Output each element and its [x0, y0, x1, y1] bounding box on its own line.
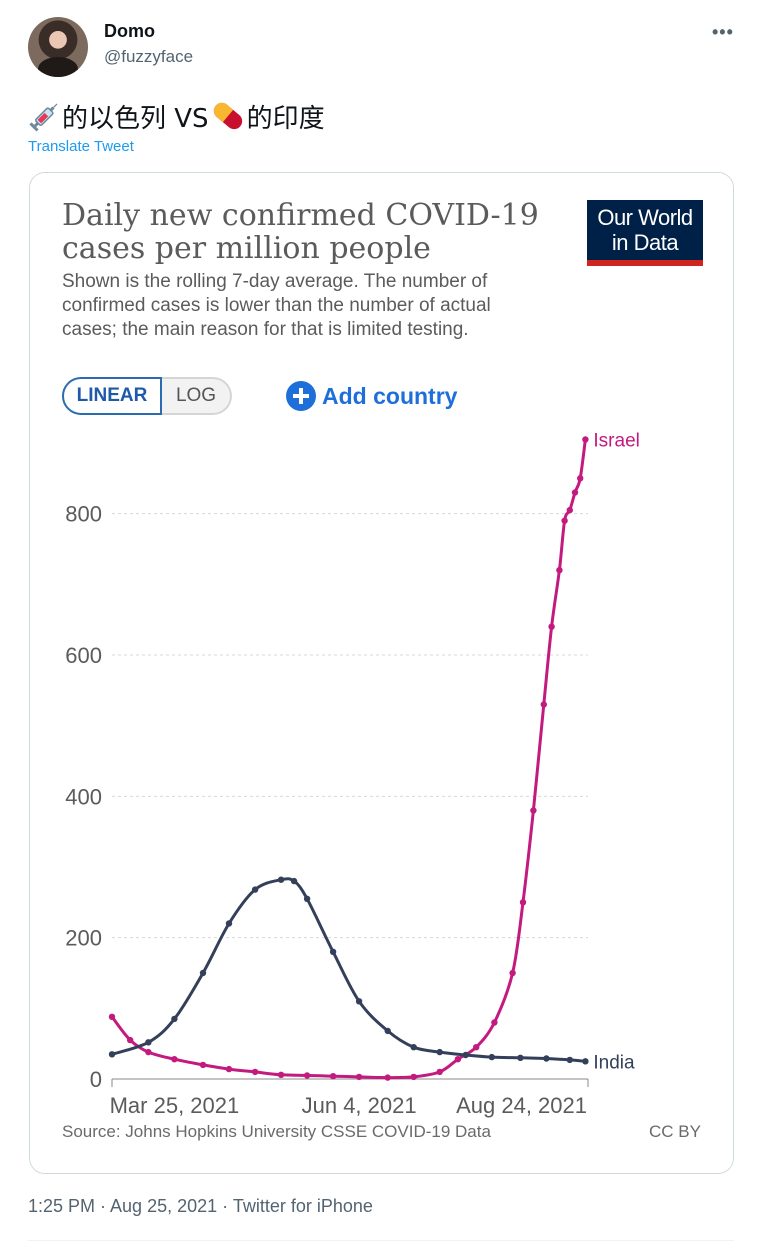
chart-axes: 0 200 400 600 800 Mar 25, 2021 Jun 4, 2021 Aug …	[65, 502, 589, 1118]
owid-logo-line1: Our World	[597, 205, 693, 230]
israel-data-point	[384, 1074, 391, 1081]
israel-data-point	[530, 807, 537, 814]
pill-icon	[213, 102, 242, 130]
india-data-point	[225, 920, 233, 927]
tweet-text-part2: 的印度	[246, 103, 325, 134]
india-data-point	[566, 1056, 573, 1064]
plus-circle-icon	[286, 381, 316, 411]
india-data-point	[171, 1015, 178, 1023]
india-data-point	[199, 969, 207, 977]
india-data-point	[290, 877, 298, 885]
owid-logo-line2: in Data	[611, 230, 679, 255]
israel-data-point	[436, 1068, 443, 1076]
tweet-text: 的以色列 VS 的印度	[28, 98, 325, 134]
israel-data-point	[491, 1019, 498, 1026]
israel-data-point	[540, 701, 547, 708]
india-data-point	[277, 876, 285, 883]
israel-data-point	[127, 1036, 134, 1044]
israel-data-point	[577, 475, 584, 482]
tweet-time[interactable]: 1:25 PM · Aug 25, 2021	[28, 1196, 218, 1216]
add-country-button[interactable]: Add country	[286, 377, 457, 415]
india-data-point	[517, 1054, 524, 1061]
india-data-point	[355, 998, 363, 1005]
line-chart: 0 200 400 600 800 Mar 25, 2021 Jun 4, 2021 Aug …	[65, 430, 640, 1118]
israel-data-point	[556, 567, 563, 574]
user-name[interactable]: Domo	[104, 21, 155, 41]
israel-data-point	[519, 899, 527, 906]
avatar[interactable]	[28, 17, 88, 77]
israel-data-point	[329, 1073, 337, 1080]
owid-logo: Our World in Data	[587, 200, 703, 266]
tweet-source[interactable]: Twitter for iPhone	[232, 1196, 373, 1216]
chart-source: Source: Johns Hopkins University CSSE CO…	[62, 1122, 491, 1141]
y-tick-label: 0	[90, 1067, 102, 1092]
chart-title: Daily new confirmed COVID-19 cases per m…	[62, 198, 539, 266]
india-data-point	[436, 1048, 443, 1056]
israel-data-point	[571, 489, 579, 496]
tweet-text-part1: 的以色列 VS	[62, 103, 209, 134]
divider	[28, 1240, 734, 1241]
israel-data-point	[473, 1044, 480, 1051]
india-data-point	[145, 1039, 152, 1046]
israel-data-point	[251, 1068, 259, 1076]
add-country-label: Add country	[322, 382, 458, 409]
chart-grid	[112, 513, 588, 939]
chart-card[interactable]: Daily new confirmed COVID-19 cases per m…	[29, 172, 734, 1174]
india-data-point	[488, 1053, 495, 1061]
more-icon[interactable]: •••	[712, 22, 734, 42]
israel-data-point	[355, 1073, 363, 1081]
israel-data-point	[561, 517, 568, 524]
x-tick-label: Mar 25, 2021	[110, 1093, 240, 1118]
israel-data-point	[225, 1065, 233, 1073]
y-tick-label: 800	[65, 502, 102, 527]
y-tick-label: 400	[65, 784, 102, 809]
y-tick-label: 200	[65, 926, 102, 951]
chart-labels: Israel India	[593, 430, 639, 1073]
india-series-label: India	[593, 1052, 635, 1073]
israel-series-label: Israel	[593, 430, 639, 451]
israel-data-point	[145, 1048, 152, 1056]
israel-data-point	[303, 1072, 311, 1079]
india-data-point	[384, 1027, 391, 1035]
israel-data-point	[108, 1013, 116, 1020]
israel-data-point	[199, 1061, 207, 1069]
india-data-point	[462, 1051, 469, 1059]
india-data-point	[303, 895, 311, 902]
israel-data-point	[454, 1056, 462, 1063]
translate-tweet-link[interactable]: Translate Tweet	[28, 138, 134, 155]
israel-data-point	[171, 1056, 178, 1063]
israel-data-point	[509, 969, 516, 977]
x-tick-label: Aug 24, 2021	[456, 1093, 587, 1118]
x-tick-label: Jun 4, 2021	[302, 1093, 417, 1118]
chart-series	[108, 436, 589, 1081]
israel-data-point	[548, 623, 555, 630]
israel-data-point	[277, 1071, 285, 1078]
india-data-point	[582, 1058, 589, 1065]
y-tick-label: 600	[65, 643, 102, 668]
india-data-point	[329, 948, 337, 955]
chart-license[interactable]: CC BY	[649, 1122, 701, 1141]
india-data-point	[108, 1051, 116, 1058]
chart-subtitle: Shown is the rolling 7-day average. The …	[62, 271, 491, 340]
syringe-icon	[29, 103, 58, 132]
linear-toggle-button[interactable]: LINEAR	[62, 377, 162, 415]
israel-data-point	[582, 436, 589, 443]
scale-toggle: LINEAR LOG	[62, 377, 232, 415]
india-data-point	[251, 886, 259, 893]
israel-data-point	[566, 506, 573, 514]
india-data-point	[543, 1055, 550, 1062]
user-handle[interactable]: @fuzzyface	[104, 47, 194, 66]
log-toggle-button[interactable]: LOG	[162, 377, 232, 415]
tweet-timestamp: 1:25 PM · Aug 25, 2021 · Twitter for iPh…	[28, 1196, 373, 1217]
chart-card-background	[30, 173, 733, 1173]
israel-data-point	[410, 1073, 417, 1081]
india-data-point	[410, 1044, 417, 1051]
tweet-separator: ·	[222, 1196, 233, 1216]
